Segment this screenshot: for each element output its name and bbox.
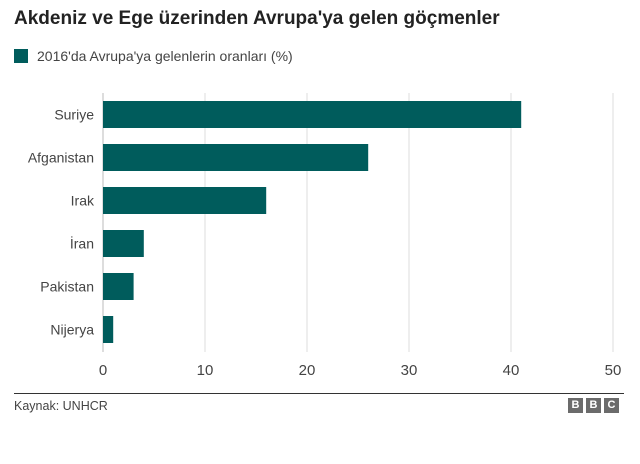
bbc-logo-letter: B: [568, 398, 583, 413]
bar: [103, 273, 134, 300]
bar: [103, 101, 522, 128]
bar: [103, 230, 144, 257]
chart-title: Akdeniz ve Ege üzerinden Avrupa'ya gelen…: [14, 8, 500, 29]
bbc-logo: B B C: [568, 398, 619, 413]
bar: [103, 187, 267, 214]
x-tick-label: 20: [299, 362, 316, 379]
category-label: İran: [70, 235, 94, 252]
source-note: Kaynak: UNHCR: [14, 399, 108, 413]
x-tick-label: 0: [99, 362, 107, 379]
category-label: Afganistan: [28, 150, 94, 166]
x-tick-label: 40: [503, 362, 520, 379]
category-label: Nijerya: [50, 322, 94, 338]
bars: [103, 101, 522, 343]
category-label: Irak: [71, 193, 95, 209]
bar-chart: SuriyeAfganistanIrakİranPakistanNijerya …: [28, 93, 622, 379]
x-axis-ticks: 0 10 20 30 40 50: [99, 362, 622, 379]
grid-lines: [102, 93, 614, 352]
legend-swatch: [14, 49, 28, 63]
x-tick-label: 50: [605, 362, 622, 379]
legend: 2016'da Avrupa'ya gelenlerin oranları (%…: [14, 48, 293, 64]
x-tick-label: 30: [401, 362, 418, 379]
bbc-logo-letter: C: [604, 398, 619, 413]
category-label: Pakistan: [40, 279, 94, 295]
category-labels: Suriye Afganistan Irak İran Pakistan Nijerya: [28, 107, 95, 338]
bbc-logo-letter: B: [586, 398, 601, 413]
x-tick-label: 10: [197, 362, 214, 379]
legend-label: 2016'da Avrupa'ya gelenlerin oranları (%…: [37, 48, 293, 64]
category-label: Suriye: [54, 107, 94, 123]
bar: [103, 316, 114, 343]
bar: [103, 144, 369, 171]
footer-divider: [14, 393, 624, 394]
